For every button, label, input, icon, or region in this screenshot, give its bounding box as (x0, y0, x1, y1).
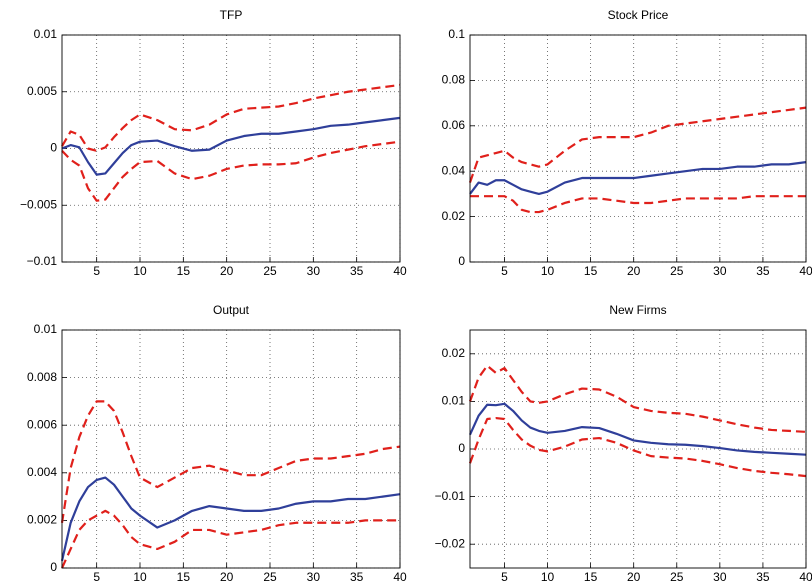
x-tick-label: 25 (263, 264, 277, 278)
x-tick-label: 20 (627, 264, 641, 278)
y-tick-label: 0.01 (34, 322, 58, 336)
chart-title: Stock Price (608, 8, 669, 22)
line-series (60, 400, 401, 523)
plot-frame (469, 329, 807, 569)
y-tick-label: 0.01 (34, 27, 58, 41)
chart-title: New Firms (609, 303, 666, 317)
plot-frame (469, 34, 807, 263)
y-tick-label: 0.01 (442, 394, 466, 408)
line-series (60, 476, 401, 562)
y-tick-label: −0.01 (435, 489, 466, 503)
x-tick-label: 15 (177, 570, 191, 581)
x-tick-label: 10 (541, 570, 555, 581)
chart-title: TFP (220, 8, 243, 22)
x-tick-label: 35 (350, 570, 364, 581)
y-tick-label: −0.01 (27, 254, 58, 268)
y-tick-label: 0.06 (442, 118, 466, 132)
x-tick-label: 25 (670, 264, 684, 278)
line-series (470, 195, 806, 214)
y-tick-label: 0 (458, 254, 465, 268)
line-series (61, 83, 401, 152)
y-tick-label: −0.005 (20, 197, 57, 211)
line-series (61, 116, 401, 176)
x-tick-label: 5 (501, 264, 508, 278)
x-tick-label: 20 (220, 264, 234, 278)
line-series (60, 509, 400, 569)
plot-frame (61, 329, 401, 569)
x-tick-label: 25 (670, 570, 684, 581)
y-tick-label: 0 (50, 560, 57, 574)
y-tick-label: 0.004 (27, 465, 57, 479)
y-tick-label: 0.1 (448, 27, 465, 41)
x-tick-label: 35 (756, 570, 770, 581)
y-tick-label: 0 (50, 141, 57, 155)
x-tick-label: 20 (220, 570, 234, 581)
line-series (468, 106, 807, 183)
x-tick-label: 30 (307, 570, 321, 581)
x-tick-label: 25 (263, 570, 277, 581)
x-tick-label: 15 (177, 264, 191, 278)
y-tick-label: 0.02 (442, 346, 466, 360)
line-series (61, 140, 401, 202)
y-tick-label: 0.02 (442, 209, 466, 223)
y-tick-label: 0 (458, 441, 465, 455)
x-tick-label: 10 (133, 264, 147, 278)
y-tick-label: 0.008 (27, 370, 57, 384)
line-series (468, 364, 807, 433)
x-tick-label: 30 (713, 570, 727, 581)
x-tick-label: 5 (501, 570, 508, 581)
x-tick-label: 40 (393, 264, 407, 278)
y-tick-label: 0.08 (442, 73, 466, 87)
x-tick-label: 40 (799, 264, 812, 278)
x-tick-label: 35 (756, 264, 770, 278)
y-tick-label: 0.006 (27, 417, 57, 431)
line-series (468, 402, 807, 456)
x-tick-label: 40 (393, 570, 407, 581)
x-tick-label: 40 (799, 570, 812, 581)
line-series (469, 161, 807, 195)
x-tick-label: 5 (93, 570, 100, 581)
x-tick-label: 10 (133, 570, 147, 581)
x-tick-label: 20 (627, 570, 641, 581)
y-tick-label: 0.04 (442, 163, 466, 177)
x-tick-label: 30 (713, 264, 727, 278)
chart-title: Output (213, 303, 250, 317)
x-tick-label: 30 (307, 264, 321, 278)
x-tick-label: 5 (93, 264, 100, 278)
plot-frame (61, 34, 401, 263)
x-tick-label: 15 (584, 570, 598, 581)
y-tick-label: −0.02 (435, 536, 466, 550)
x-tick-label: 35 (350, 264, 364, 278)
line-series (468, 416, 807, 478)
y-tick-label: 0.005 (27, 84, 57, 98)
x-tick-label: 15 (584, 264, 598, 278)
x-tick-label: 10 (541, 264, 555, 278)
y-tick-label: 0.002 (27, 513, 57, 527)
